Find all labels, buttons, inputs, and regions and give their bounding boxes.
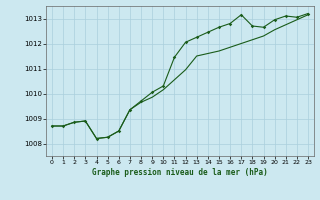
X-axis label: Graphe pression niveau de la mer (hPa): Graphe pression niveau de la mer (hPa) — [92, 168, 268, 177]
